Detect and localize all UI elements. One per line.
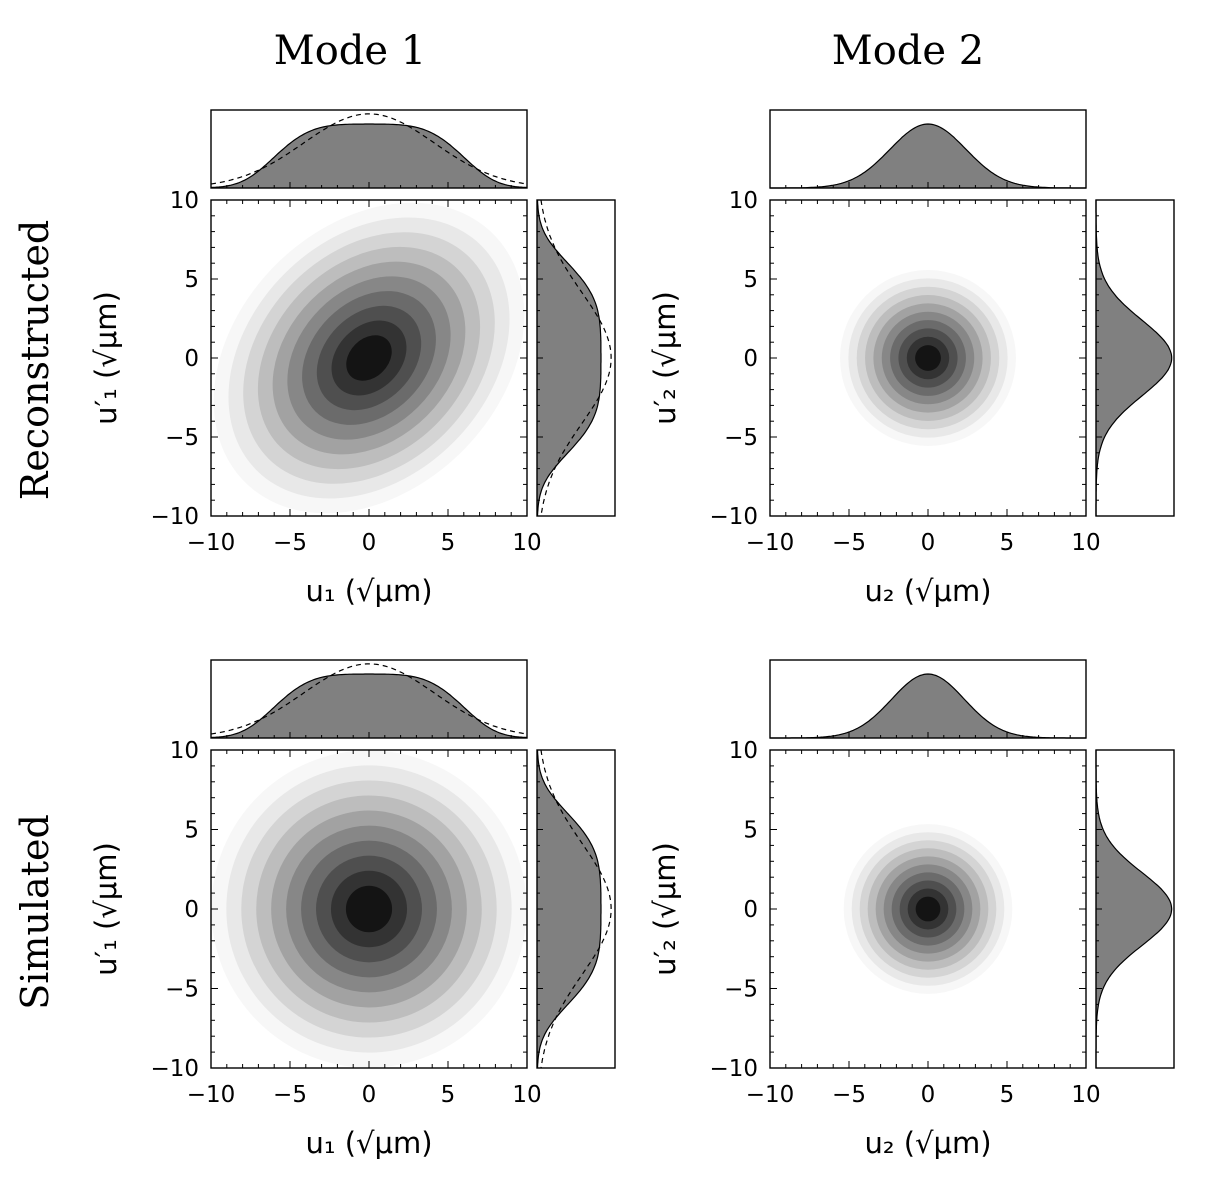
- y-tick-label: 0: [184, 346, 199, 372]
- x-tick-label: −5: [832, 1082, 866, 1108]
- panel-1: −10−10 −5 −5 0 0 5 5 10 10 u₂ (√μm) u′₂ (√μm): [648, 109, 1175, 608]
- marginal-top: [210, 109, 528, 189]
- x-tick-label: −10: [746, 1082, 795, 1108]
- marginal-right-curve: [536, 749, 602, 1069]
- marginal-top-curve: [210, 123, 528, 189]
- x-tick-label: 10: [1071, 1082, 1100, 1108]
- y-tick-label: −5: [165, 977, 199, 1003]
- y-tick-label: −10: [709, 1056, 758, 1082]
- y-tick-label: 10: [170, 738, 199, 764]
- contour-level-9: [915, 345, 941, 371]
- y-tick-label: 0: [743, 897, 758, 923]
- contour-level-9: [346, 335, 392, 381]
- marginal-top: [769, 659, 1087, 739]
- x-tick-label: 0: [921, 1082, 936, 1108]
- y-tick-label: −10: [150, 1056, 199, 1082]
- x-tick-label: −10: [187, 530, 236, 556]
- row-title-simulated: Simulated: [13, 814, 57, 1010]
- marginal-right-fill: [1096, 750, 1172, 1068]
- marginal-right-reference: [540, 199, 612, 517]
- contour-level-9: [915, 896, 941, 922]
- x-tick-label: 0: [362, 1082, 377, 1108]
- x-tick-label: −5: [273, 1082, 307, 1108]
- marginal-top-fill: [770, 674, 1086, 738]
- row-title-reconstructed: Reconstructed: [13, 220, 57, 501]
- x-tick-label: 10: [1071, 530, 1100, 556]
- marginal-right-curve: [536, 199, 602, 517]
- panel-0: −10−10 −5 −5 0 0 5 5 10 10 u₁ (√μm) u′₁ (√μm): [89, 109, 616, 608]
- marginal-right: [1095, 199, 1175, 517]
- x-tick-label: 5: [1000, 530, 1015, 556]
- y-axis-label: u′₁ (√μm): [89, 291, 123, 425]
- marginal-top-curve: [770, 673, 1086, 739]
- marginal-right-curve: [1095, 750, 1173, 1068]
- y-tick-label: 10: [729, 188, 758, 214]
- y-tick-label: −10: [709, 504, 758, 530]
- contour-level-9: [345, 885, 393, 933]
- marginal-top-fill: [770, 124, 1086, 188]
- x-axis-label: u₁ (√μm): [305, 574, 432, 608]
- marginal-right: [536, 749, 616, 1069]
- marginal-right-fill: [537, 750, 601, 1068]
- marginal-right-fill: [1096, 200, 1172, 516]
- x-tick-label: 10: [512, 530, 541, 556]
- x-tick-label: −10: [187, 1082, 236, 1108]
- panel-2: −10−10 −5 −5 0 0 5 5 10 10 u₁ (√μm) u′₁ (√μm): [89, 659, 616, 1160]
- marginal-top-reference: [210, 113, 528, 185]
- x-tick-label: 5: [441, 1082, 456, 1108]
- x-tick-label: −5: [832, 530, 866, 556]
- y-tick-label: −5: [724, 425, 758, 451]
- marginal-right-reference: [540, 749, 612, 1069]
- x-tick-label: −10: [746, 530, 795, 556]
- marginal-top: [769, 109, 1087, 189]
- y-axis-label: u′₁ (√μm): [89, 842, 123, 976]
- contour-group: [211, 750, 527, 1068]
- y-tick-label: 10: [729, 738, 758, 764]
- y-tick-label: 5: [184, 818, 199, 844]
- y-tick-label: 5: [743, 818, 758, 844]
- contour-group: [213, 202, 525, 514]
- y-tick-label: 5: [184, 267, 199, 293]
- marginal-top-curve: [770, 123, 1086, 189]
- marginal-top-fill: [211, 674, 527, 738]
- y-tick-label: −5: [165, 425, 199, 451]
- marginal-top-fill: [211, 124, 527, 188]
- y-tick-label: −5: [724, 977, 758, 1003]
- x-axis-label: u₁ (√μm): [305, 1126, 432, 1160]
- x-tick-label: −5: [273, 530, 307, 556]
- y-tick-label: 0: [184, 897, 199, 923]
- x-tick-label: 5: [1000, 1082, 1015, 1108]
- y-tick-label: 0: [743, 346, 758, 372]
- contour-group: [840, 270, 1016, 446]
- marginal-top: [210, 659, 528, 739]
- x-axis-label: u₂ (√μm): [864, 574, 991, 608]
- panel-3: −10−10 −5 −5 0 0 5 5 10 10 u₂ (√μm) u′₂ (√μm): [648, 659, 1175, 1160]
- column-title-mode-2: Mode 2: [832, 28, 984, 74]
- y-axis-label: u′₂ (√μm): [648, 291, 682, 425]
- marginal-right: [536, 199, 616, 517]
- y-tick-label: 5: [743, 267, 758, 293]
- y-axis-label: u′₂ (√μm): [648, 842, 682, 976]
- x-tick-label: 5: [441, 530, 456, 556]
- marginal-top-curve: [210, 673, 528, 739]
- x-tick-label: 0: [921, 530, 936, 556]
- marginal-right-curve: [1095, 200, 1173, 516]
- marginal-right: [1095, 749, 1175, 1069]
- marginal-right-fill: [537, 200, 601, 516]
- y-tick-label: 10: [170, 188, 199, 214]
- contour-group: [843, 824, 1013, 994]
- x-tick-label: 10: [512, 1082, 541, 1108]
- x-axis-label: u₂ (√μm): [864, 1126, 991, 1160]
- x-tick-label: 0: [362, 530, 377, 556]
- y-tick-label: −10: [150, 504, 199, 530]
- column-title-mode-1: Mode 1: [274, 28, 426, 74]
- marginal-top-reference: [210, 663, 528, 735]
